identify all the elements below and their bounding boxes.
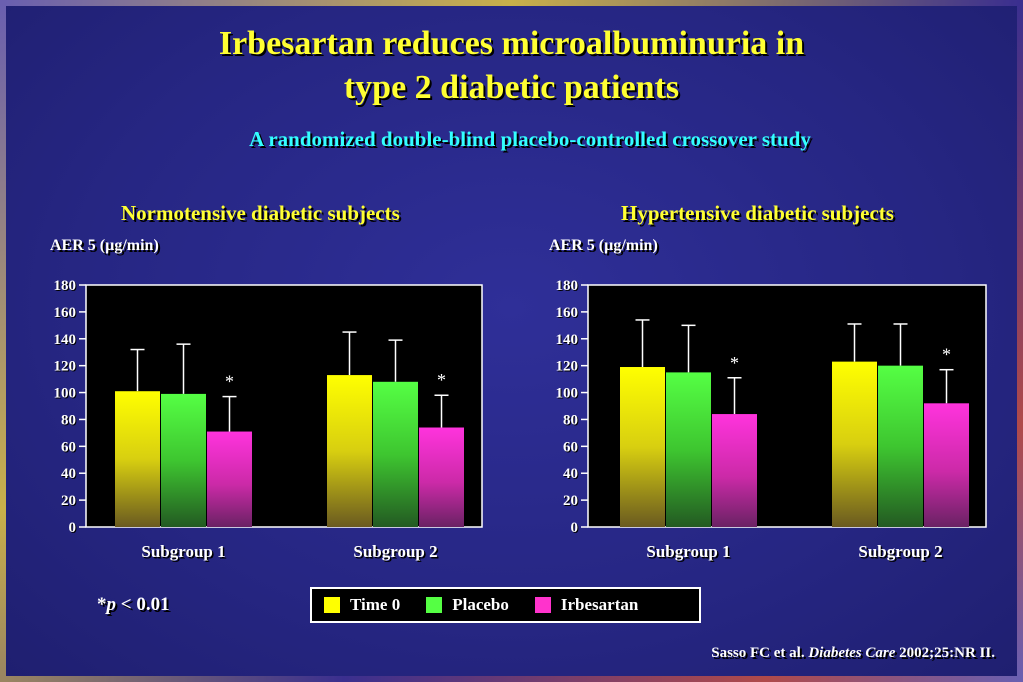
right-panel-title: Hypertensive diabetic subjects	[621, 201, 894, 225]
legend-label-placebo: Placebo	[452, 595, 509, 614]
right-bar-irbesartan-1	[712, 414, 757, 527]
p-note-star: *	[97, 594, 107, 615]
left-bar-placebo-1	[161, 393, 206, 527]
right-bar-irbesartan-2	[924, 403, 969, 527]
left-significance-marker: *	[437, 370, 446, 390]
p-value-note: *p < 0.01	[97, 594, 170, 616]
citation-journal: Diabetes Care	[808, 645, 896, 661]
right-y-tick-label: 100	[556, 386, 579, 402]
title-line-1: Irbesartan reduces microalbuminuria in	[218, 25, 805, 62]
legend-swatch-placebo	[426, 597, 443, 613]
legend-item-placebo: Placebo	[426, 595, 523, 615]
right-y-tick-label: 120	[556, 359, 579, 375]
right-x-category-label: Subgroup 1	[646, 542, 730, 561]
right-y-tick-label: 80	[563, 412, 578, 428]
left-bar-time0-1	[115, 391, 160, 527]
legend-swatch-irbesartan	[534, 597, 551, 613]
left-y-tick-label: 60	[61, 439, 76, 455]
left-significance-marker: *	[225, 372, 234, 392]
citation: Sasso FC et al. Diabetes Care 2002;25:NR…	[711, 645, 995, 662]
right-y-tick-label: 160	[556, 305, 579, 321]
left-bar-time0-2	[327, 375, 372, 527]
left-y-tick-label: 120	[54, 359, 77, 375]
legend-item-irbesartan: Irbesartan	[534, 595, 652, 615]
left-x-category-label: Subgroup 2	[353, 542, 437, 561]
citation-rest: 2002;25:NR II.	[895, 645, 995, 661]
right-y-axis-label: AER 5 (µg/min)	[549, 237, 658, 254]
p-note-p: p	[106, 594, 117, 615]
slide-subtitle: A randomized double-blind placebo-contro…	[249, 127, 811, 151]
legend-label-irbesartan: Irbesartan	[560, 595, 639, 614]
right-y-tick-label: 60	[563, 439, 578, 455]
slide-title: Irbesartan reduces microalbuminuria in t…	[0, 22, 1023, 110]
right-y-tick-label: 180	[556, 278, 579, 294]
right-x-category-label: Subgroup 2	[858, 542, 942, 561]
right-bar-placebo-1	[666, 372, 711, 527]
left-y-tick-label: 160	[54, 305, 77, 321]
left-x-category-label: Subgroup 1	[141, 542, 225, 561]
left-y-tick-label: 180	[54, 278, 77, 294]
legend-item-time0: Time 0	[324, 595, 414, 615]
title-line-2: type 2 diabetic patients	[343, 69, 680, 106]
chart-legend: Time 0 Placebo Irbesartan	[310, 587, 701, 623]
right-bar-time0-1	[620, 367, 665, 527]
left-y-axis-label: AER 5 (µg/min)	[50, 237, 159, 254]
left-y-tick-label: 20	[61, 493, 76, 509]
right-significance-marker: *	[942, 345, 951, 365]
left-y-tick-label: 0	[69, 520, 77, 536]
legend-label-time0: Time 0	[350, 595, 401, 614]
p-note-rest: < 0.01	[116, 594, 170, 615]
left-bar-placebo-2	[373, 381, 418, 527]
right-significance-marker: *	[730, 353, 739, 373]
right-y-tick-label: 0	[571, 520, 579, 536]
right-bar-placebo-2	[878, 365, 923, 527]
legend-swatch-time0	[324, 597, 340, 613]
right-y-tick-label: 20	[563, 493, 578, 509]
left-chart: 0 20 40 60 80 100 120 140 160 180 * Subgroup 1 * Subg…	[54, 278, 483, 561]
left-panel-title: Normotensive diabetic subjects	[121, 201, 400, 225]
right-y-tick-label: 140	[556, 332, 579, 348]
right-y-tick-label: 40	[563, 466, 578, 482]
left-y-tick-label: 40	[61, 466, 76, 482]
right-bar-time0-2	[832, 361, 877, 527]
citation-authors: Sasso FC et al.	[711, 645, 809, 661]
left-y-tick-label: 140	[54, 332, 77, 348]
right-chart: 0 20 40 60 80 100 120 140 160 180 * Subgroup 1 * Subg…	[556, 278, 987, 561]
left-bar-irbesartan-1	[207, 431, 252, 527]
left-y-tick-label: 80	[61, 412, 76, 428]
left-bar-irbesartan-2	[419, 427, 464, 527]
left-y-tick-label: 100	[54, 386, 77, 402]
